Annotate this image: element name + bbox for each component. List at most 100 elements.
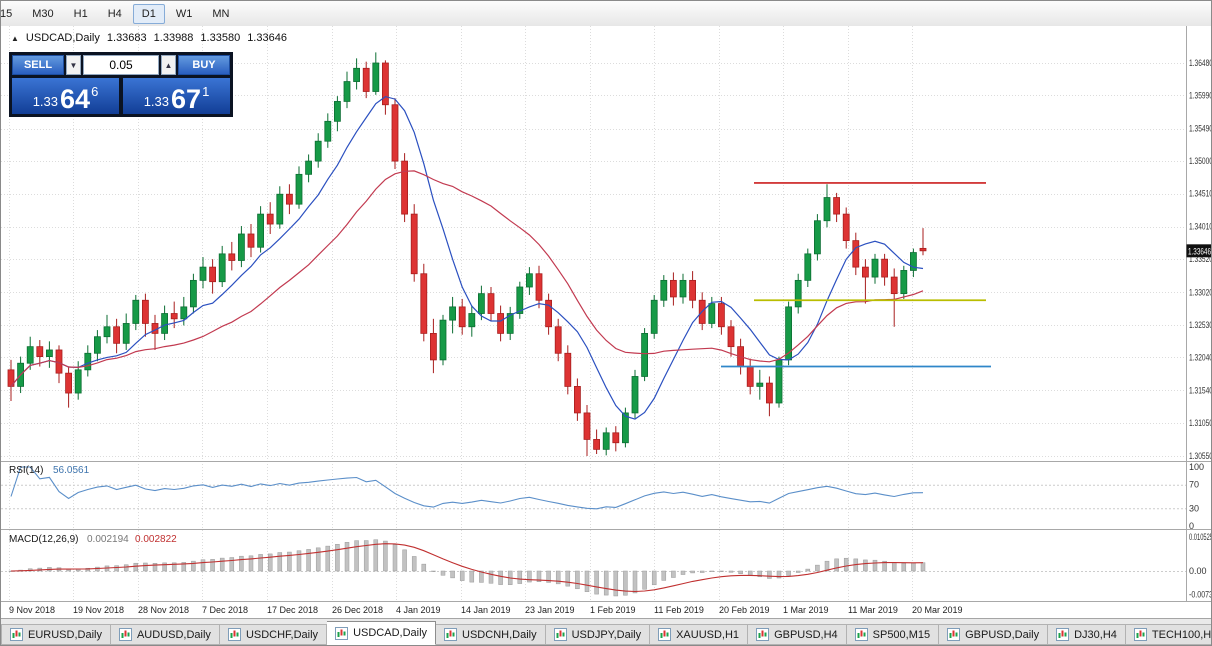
chart-icon <box>1133 628 1147 641</box>
svg-text:17 Dec 2018: 17 Dec 2018 <box>267 605 318 615</box>
open-value: 1.33683 <box>106 32 147 44</box>
timeframe-toolbar: 15 M30 H1 H4 D1 W1 MN <box>1 1 1211 27</box>
tab-eurusd-daily[interactable]: EURUSD,Daily <box>1 624 111 645</box>
svg-text:0.00: 0.00 <box>1189 566 1207 576</box>
svg-text:0: 0 <box>1189 521 1194 531</box>
tab-tech100-h1[interactable]: TECH100,H1 <box>1125 624 1212 645</box>
timeframe-button-m30[interactable]: M30 <box>23 4 62 24</box>
timeframe-button-15[interactable]: 15 <box>1 4 21 24</box>
svg-text:28 Nov 2018: 28 Nov 2018 <box>138 605 189 615</box>
tab-usdjpy-daily[interactable]: USDJPY,Daily <box>545 624 651 645</box>
svg-text:23 Jan 2019: 23 Jan 2019 <box>525 605 575 615</box>
svg-text:1 Feb 2019: 1 Feb 2019 <box>590 605 636 615</box>
date-axis: 9 Nov 2018 19 Nov 2018 28 Nov 2018 7 Dec 20… <box>9 605 963 615</box>
tab-gbpusd-daily[interactable]: GBPUSD,Daily <box>939 624 1049 645</box>
svg-text:100: 100 <box>1189 462 1204 472</box>
tab-label: EURUSD,Daily <box>28 628 102 641</box>
tab-label: USDCNH,Daily <box>462 628 537 641</box>
chart-area: 1.36480 1.35990 1.35490 1.35000 1.34510 1.340… <box>1 26 1212 621</box>
svg-text:70: 70 <box>1189 480 1199 490</box>
chart-icon <box>854 628 868 641</box>
tab-label: GBPUSD,H4 <box>774 628 838 641</box>
buy-price-prefix: 1.33 <box>143 94 170 109</box>
svg-text:1.33646: 1.33646 <box>1188 246 1211 256</box>
svg-text:1.32530: 1.32530 <box>1189 320 1212 330</box>
svg-text:7 Dec 2018: 7 Dec 2018 <box>202 605 248 615</box>
tab-label: USDCAD,Daily <box>353 627 428 639</box>
svg-text:1.31050: 1.31050 <box>1189 418 1212 428</box>
timeframe-button-d1[interactable]: D1 <box>132 3 165 24</box>
chart-icon <box>658 628 672 641</box>
chart-icon <box>1056 628 1070 641</box>
price-scale: 1.36480 1.35990 1.35490 1.35000 1.34510 1.340… <box>1189 58 1212 461</box>
tab-label: USDJPY,Daily <box>571 628 642 641</box>
volume-input[interactable] <box>83 55 159 75</box>
rsi-value: 56.0561 <box>53 465 90 476</box>
chart-icon <box>553 628 567 641</box>
svg-text:9 Nov 2018: 9 Nov 2018 <box>9 605 55 615</box>
timeframe-button-mn[interactable]: MN <box>203 4 238 24</box>
svg-text:11 Feb 2019: 11 Feb 2019 <box>654 605 704 615</box>
svg-text:1.33520: 1.33520 <box>1189 254 1212 264</box>
chart-icon <box>444 628 458 641</box>
chart-icon <box>118 628 132 641</box>
chart-icon <box>335 626 349 640</box>
timeframe-button-h1[interactable]: H1 <box>65 4 97 24</box>
volume-down-button[interactable]: ▼ <box>66 55 81 75</box>
macd-main-value: 0.002194 <box>87 534 129 545</box>
chart-icon <box>756 628 770 641</box>
tab-sp500-m15[interactable]: SP500,M15 <box>846 624 940 645</box>
tab-label: DJ30,H4 <box>1074 628 1117 641</box>
svg-text:1 Mar 2019: 1 Mar 2019 <box>783 605 829 615</box>
tab-usdcad-daily[interactable]: USDCAD,Daily <box>327 621 437 645</box>
chart-icon <box>10 628 23 641</box>
svg-text:20 Feb 2019: 20 Feb 2019 <box>719 605 770 615</box>
tab-usdchf-daily[interactable]: USDCHF,Daily <box>219 624 328 645</box>
macd-signal-line <box>10 543 924 593</box>
macd-signal-value: 0.002822 <box>135 534 177 545</box>
tab-label: AUDUSD,Daily <box>136 628 211 641</box>
chart-icon <box>947 628 961 641</box>
volume-up-button[interactable]: ▲ <box>161 55 176 75</box>
low-value: 1.33580 <box>200 32 241 44</box>
svg-text:1.34010: 1.34010 <box>1189 222 1212 232</box>
close-value: 1.33646 <box>247 32 287 44</box>
svg-text:1.34510: 1.34510 <box>1189 189 1212 199</box>
current-price-badge <box>1186 244 1211 258</box>
uptick-icon: ▲ <box>11 33 19 43</box>
chart-icon <box>227 628 241 641</box>
tab-xauusd-h1[interactable]: XAUUSD,H1 <box>650 624 749 645</box>
tab-label: SP500,M15 <box>872 628 931 641</box>
timeframe-button-w1[interactable]: W1 <box>167 4 202 24</box>
tab-dj30-h4[interactable]: DJ30,H4 <box>1048 624 1126 645</box>
svg-text:26 Dec 2018: 26 Dec 2018 <box>332 605 383 615</box>
svg-text:1.30550: 1.30550 <box>1189 451 1212 461</box>
tabbar: EURUSD,Daily AUDUSD,Daily USDCHF,Daily USDC… <box>1 618 1212 645</box>
svg-text:14 Jan 2019: 14 Jan 2019 <box>461 605 511 615</box>
chart-canvas[interactable]: 1.36480 1.35990 1.35490 1.35000 1.34510 1.340… <box>1 26 1212 621</box>
svg-text:1.32040: 1.32040 <box>1189 352 1212 362</box>
tab-label: TECH100,H1 <box>1151 628 1212 641</box>
rsi-line <box>10 466 924 510</box>
svg-text:20 Mar 2019: 20 Mar 2019 <box>912 605 963 615</box>
timeframe-button-h4[interactable]: H4 <box>99 4 131 24</box>
buy-price-display[interactable]: 1.33 67 1 <box>123 78 230 114</box>
tab-usdcnh-daily[interactable]: USDCNH,Daily <box>436 624 546 645</box>
svg-text:4 Jan 2019: 4 Jan 2019 <box>396 605 441 615</box>
svg-text:1.35490: 1.35490 <box>1189 124 1212 134</box>
tab-gbpusd-h4[interactable]: GBPUSD,H4 <box>748 624 847 645</box>
buy-button[interactable]: BUY <box>178 55 230 75</box>
sell-price-pip-digit: 6 <box>91 84 99 99</box>
symbol-label: USDCAD,Daily <box>25 32 100 44</box>
rsi-label: RSI(14) <box>9 465 43 476</box>
tab-label: XAUUSD,H1 <box>676 628 740 641</box>
tab-audusd-daily[interactable]: AUDUSD,Daily <box>110 624 220 645</box>
sell-price-display[interactable]: 1.33 64 6 <box>12 78 119 114</box>
svg-text:1.36480: 1.36480 <box>1189 58 1212 68</box>
high-value: 1.33988 <box>153 32 194 44</box>
svg-text:1.35990: 1.35990 <box>1189 90 1212 100</box>
sell-button[interactable]: SELL <box>12 55 64 75</box>
svg-text:-0.0073: -0.0073 <box>1189 590 1212 600</box>
tab-label: USDCHF,Daily <box>245 628 319 641</box>
